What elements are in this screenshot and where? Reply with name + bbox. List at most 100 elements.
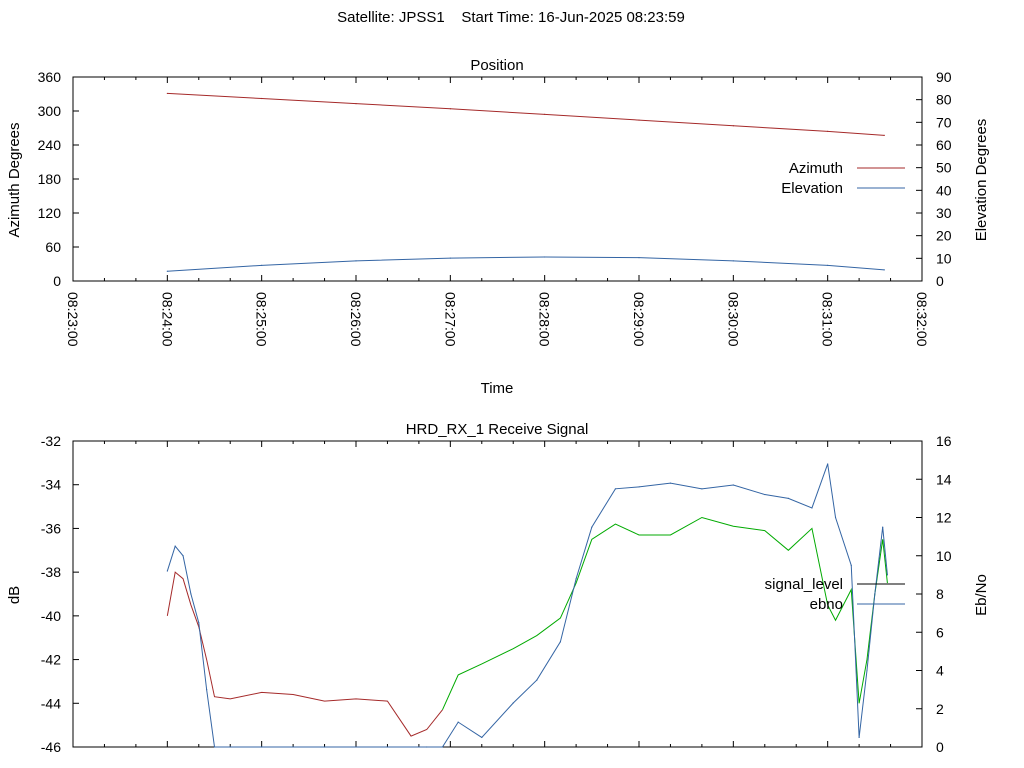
position-x-tick-label: 08:28:00 [537,292,553,347]
position-series-Elevation-point [638,257,640,259]
position-y2-tick-label: 60 [936,137,952,153]
position-y2-tick-label: 50 [936,160,952,176]
signal-y2-tick-label: 14 [936,471,952,487]
signal-y2-tick-label: 8 [936,586,944,602]
signal-y2-tick-label: 12 [936,510,952,526]
signal-series-ebno-point [866,669,868,672]
signal-y-tick-label: -42 [41,652,61,668]
position-series-Elevation-point [827,264,829,266]
position-x-tick-label: 08:26:00 [348,292,364,347]
signal-series-ebno-point [834,516,837,519]
signal-series-ebno-line [166,463,888,748]
signal-series-ebno-point [787,497,789,499]
signal-y2-tick-label: 2 [936,701,944,717]
position-y2-tick-label: 20 [936,228,952,244]
position-y2-tick-label: 40 [936,182,952,198]
signal-series-ebno-point [614,488,617,490]
position-y2-tick-label: 80 [936,92,952,108]
signal-series-ebno-point [732,484,734,486]
signal-series-ebno-point [827,463,829,465]
position-plot-frame [72,76,923,282]
signal-y2-tick-label: 6 [936,624,944,640]
position-x-tick-label: 08:23:00 [65,292,81,347]
position-y2-tick-label: 90 [936,69,952,85]
signal-series-ebno-point [166,570,168,572]
signal-series-ebno-point [174,545,176,547]
signal-series-ebno-point [386,746,389,748]
signal-y-tick-label: -44 [41,695,61,711]
position-y2-tick-label: 70 [936,114,952,130]
signal-y2-tick-label: 0 [936,739,944,755]
signal-series-ebno-point [190,593,192,595]
signal-series-ebno-point [882,526,884,528]
position-y-tick-label: 300 [38,103,62,119]
signal-series-ebno-point [182,555,184,557]
signal-series-signal_level-line-low [166,571,443,737]
position-y2-tick-label: 0 [936,273,944,289]
position-x-tick-label: 08:32:00 [914,292,930,347]
signal-chart-y2-label: Eb/No [973,574,990,616]
position-series-Elevation-point [449,257,451,259]
signal-chart-y-label: dB [6,586,23,604]
signal-series-ebno-point [701,488,703,490]
position-series-Azimuth-point [732,125,734,127]
figure-header: Satellite: JPSS1 Start Time: 16-Jun-2025… [337,9,685,26]
position-series-Azimuth-point [355,103,357,105]
signal-series-ebno-point [261,746,263,748]
position-chart-x-label: Time [481,380,514,397]
position-y-tick-label: 180 [38,171,62,187]
signal-y2-tick-label: 4 [936,663,944,679]
signal-series-ebno-point [481,736,483,739]
position-x-tick-label: 08:24:00 [159,292,175,347]
signal-series-ebno-point [323,746,326,748]
position-series-Elevation-point [166,270,168,272]
signal-series-ebno-point [886,574,889,576]
signal-series-ebno-point [811,507,813,509]
signal-series-ebno-point [874,593,876,595]
position-series-Azimuth-point [544,113,546,115]
signal-series-ebno-point [441,746,444,748]
signal-series-ebno-point [559,641,561,643]
signal-series-ebno-point [764,493,766,496]
position-series-Elevation-point [261,264,263,266]
signal-series-ebno-point [229,746,231,748]
signal-y2-tick-label: 10 [936,548,952,564]
signal-y-tick-label: -40 [41,608,61,624]
position-series-Elevation-point [732,260,734,262]
receive-signal-chart: HRD_RX_1 Receive Signal dB Eb/No -46 -44 -… [6,421,990,755]
signal-series-ebno-point [575,578,577,580]
signal-y-tick-label: -38 [41,564,61,580]
position-series-Azimuth-point [166,92,168,95]
signal-series-ebno-point [457,721,459,723]
position-series-Azimuth-line [167,92,885,136]
position-series-Azimuth-point [638,119,640,121]
signal-y-tick-label: -34 [41,477,61,493]
signal-y2-tick-label: 16 [936,433,952,449]
position-chart: Position Azimuth Degrees Elevation Degre… [6,57,990,397]
signal-series-ebno-point [512,702,514,704]
signal-plot-frame [72,440,923,748]
signal-legend-label-ebno: ebno [810,596,843,613]
signal-series-ebno-point [850,564,852,566]
signal-series-ebno-point [536,679,538,681]
position-y2-tick-label: 10 [936,250,952,266]
position-series-Elevation-line [167,256,885,272]
position-chart-title: Position [470,57,523,74]
position-y-tick-label: 120 [38,205,62,221]
signal-legend-label-signal_level: signal_level [765,576,843,593]
position-series-Elevation-point [883,269,885,271]
position-y-tick-label: 60 [45,239,61,255]
position-y2-tick-label: 30 [936,205,952,221]
position-series-Azimuth-point [449,108,451,110]
position-series-Elevation-point [544,256,546,258]
position-series-Azimuth-point [883,134,885,136]
position-y-tick-label: 360 [38,69,62,85]
position-y-tick-label: 0 [53,273,61,289]
position-series-Elevation-point [355,260,357,262]
position-x-tick-label: 08:31:00 [820,292,836,347]
signal-y-tick-label: -32 [41,433,61,449]
position-x-tick-label: 08:29:00 [631,292,647,347]
position-chart-y2-label: Elevation Degrees [973,119,990,242]
signal-series-ebno-point [591,526,593,528]
